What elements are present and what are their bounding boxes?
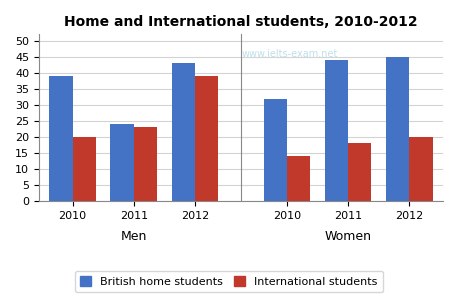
Bar [409,137,433,201]
Text: www.ielts-exam.net: www.ielts-exam.net [241,49,338,59]
Bar [49,76,72,201]
Text: Men: Men [120,229,147,243]
Bar [134,127,157,201]
Bar [72,137,96,201]
Bar [325,60,348,201]
Bar [348,143,371,201]
Bar [386,57,409,201]
Bar [195,76,218,201]
Text: Women: Women [325,229,371,243]
Title: Home and International students, 2010-2012: Home and International students, 2010-20… [64,15,418,29]
Bar [172,63,195,201]
Bar [110,124,134,201]
Legend: British home students, International students: British home students, International stu… [75,271,383,292]
Bar [287,156,310,201]
Bar [264,99,287,201]
